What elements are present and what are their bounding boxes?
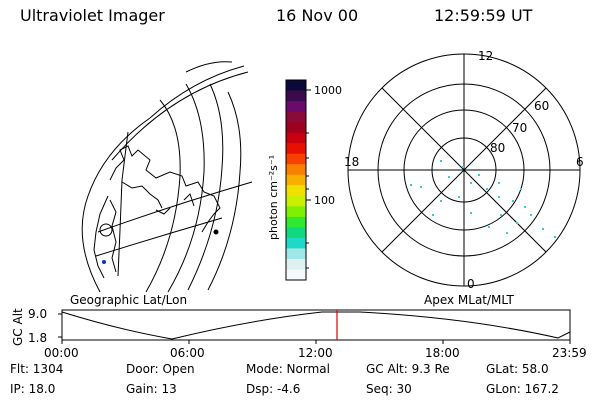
ip-value: IP: 18.0 [10, 382, 56, 396]
emission-dot [478, 174, 480, 176]
timeline-x-tick-0600: 06:00 [170, 346, 205, 360]
emission-dot [470, 212, 472, 214]
colorbar-band [286, 174, 306, 186]
time-label: 12:59:59 UT [434, 6, 533, 25]
gc-altitude: GC Alt: 9.3 Re [366, 362, 450, 376]
colorbar-band [286, 237, 306, 249]
emission-dot [462, 166, 464, 168]
altitude-curve [61, 311, 571, 340]
colorbar-band [286, 164, 306, 176]
emission-dot [420, 186, 422, 188]
timeline-x-tick-2359: 23:59 [552, 346, 587, 360]
emission-dot [516, 222, 518, 224]
emission-dot [458, 196, 460, 198]
emission-dot [524, 206, 526, 208]
mlat-label-70: 70 [512, 121, 527, 135]
geographic-label: Geographic Lat/Lon [70, 293, 187, 307]
apex-label: Apex MLat/MLT [424, 293, 514, 307]
colorbar-band [286, 216, 306, 228]
colorbar-band [286, 195, 306, 207]
mlt-label-6: 6 [576, 155, 584, 169]
flight-number: Flt: 1304 [10, 362, 64, 376]
colorbar-band [286, 132, 306, 144]
emission-dot [530, 214, 532, 216]
door-status: Door: Open [126, 362, 195, 376]
instrument-title: Ultraviolet Imager [20, 6, 165, 25]
mode-value: Mode: Normal [246, 362, 330, 376]
colorbar [286, 80, 306, 281]
mlat-label-60: 60 [534, 99, 549, 113]
emission-dot [512, 200, 514, 202]
colorbar-band [286, 269, 306, 281]
earth-limb [81, 117, 151, 293]
timeline-y-title: GC Alt [11, 308, 25, 346]
timeline-y-tick-min: 1.8 [28, 331, 47, 345]
colorbar-band [286, 248, 306, 260]
mlat-label-80: 80 [490, 141, 505, 155]
emission-dot [542, 228, 544, 230]
emission-dot [432, 214, 434, 216]
colorbar-band [286, 80, 306, 92]
colorbar-band [286, 90, 306, 102]
emission-dot [554, 236, 556, 238]
mlt-label-12: 12 [478, 49, 493, 63]
timeline-x-tick-1200: 12:00 [298, 346, 333, 360]
colorbar-label-100: 100 [314, 194, 335, 207]
auroral-emission-dots [410, 160, 556, 238]
timeline-x-tick-1800: 18:00 [425, 346, 460, 360]
polar-plot [347, 53, 581, 287]
emission-dot [520, 188, 522, 190]
emission-dot [506, 232, 508, 234]
mlt-label-0: 0 [467, 277, 475, 291]
colorbar-band [286, 101, 306, 113]
colorbar-band [286, 185, 306, 197]
geographic-longitude: GLon: 167.2 [486, 382, 559, 396]
colorbar-band [286, 153, 306, 165]
emission-dot [410, 184, 412, 186]
colorbar-band [286, 122, 306, 134]
coastline [93, 145, 221, 279]
timeline-y-tick-max: 9.0 [28, 307, 47, 321]
emission-dot [440, 160, 442, 162]
date-label: 16 Nov 00 [276, 6, 359, 25]
emission-dot [448, 176, 450, 178]
mlt-label-18: 18 [344, 155, 359, 169]
sequence-number: Seq: 30 [366, 382, 412, 396]
colorbar-label-1000: 1000 [314, 84, 342, 97]
emission-dot [500, 214, 502, 216]
colorbar-band [286, 111, 306, 123]
colorbar-frame [285, 79, 307, 281]
emission-dot [470, 182, 472, 184]
colorbar-units: photon cm⁻²s⁻¹ [267, 155, 280, 240]
geographic-latitude: GLat: 58.0 [486, 362, 549, 376]
emission-dot [486, 188, 488, 190]
colorbar-band [286, 258, 306, 270]
emission-dot [488, 226, 490, 228]
gain-value: Gain: 13 [126, 382, 177, 396]
geographic-map [81, 61, 253, 293]
colorbar-band [286, 143, 306, 155]
emission-dot [440, 200, 442, 202]
timeline-frame [61, 309, 571, 341]
timeline-x-tick-0000: 00:00 [44, 346, 79, 360]
emission-dot [498, 196, 500, 198]
emission-dot [498, 182, 500, 184]
dsp-value: Dsp: -4.6 [246, 382, 301, 396]
colorbar-band [286, 206, 306, 218]
altitude-timeline [58, 309, 571, 344]
colorbar-band [286, 227, 306, 239]
